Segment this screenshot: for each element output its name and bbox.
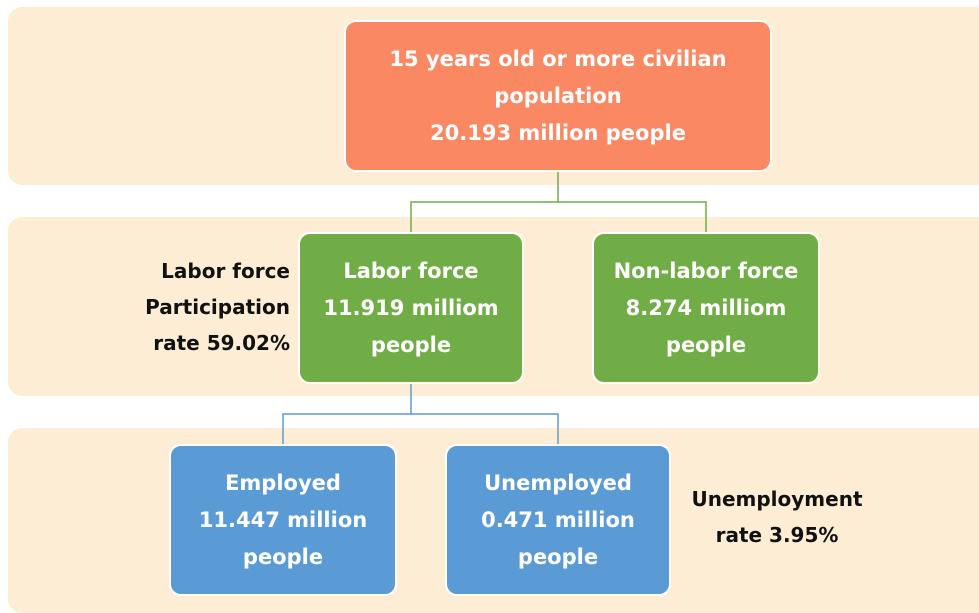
label-line: rate 59.02% <box>110 325 290 361</box>
connector-labor-to-unemployed <box>411 414 558 444</box>
participation-rate-label: Labor force Participation rate 59.02% <box>110 253 290 361</box>
box-labor-force: Labor force 11.919 milliom people <box>298 232 524 384</box>
connector-root-to-nonlabor <box>558 202 706 232</box>
label-line: rate 3.95% <box>682 517 872 553</box>
box-line: Labor force <box>343 253 478 290</box>
label-line: Unemployment <box>682 481 872 517</box>
box-line: 11.447 million <box>199 502 367 539</box>
box-line: 15 years old or more civilian <box>389 41 726 78</box>
box-line: people <box>371 327 451 364</box>
box-line: 0.471 million <box>481 502 635 539</box>
box-line: people <box>666 327 746 364</box>
box-line: Unemployed <box>484 465 632 502</box>
box-line: 8.274 milliom <box>626 290 787 327</box>
box-civilian-population: 15 years old or more civilian population… <box>344 20 772 172</box>
box-non-labor-force: Non-labor force 8.274 milliom people <box>592 232 820 384</box>
box-unemployed: Unemployed 0.471 million people <box>445 444 671 596</box>
box-line: 20.193 million people <box>430 115 686 152</box>
connector-labor-to-employed <box>283 384 411 444</box>
label-line: Labor force <box>110 253 290 289</box>
box-line: people <box>518 539 598 576</box>
box-line: 11.919 milliom <box>323 290 498 327</box>
box-line: population <box>494 78 621 115</box>
box-line: Non-labor force <box>614 253 799 290</box>
box-employed: Employed 11.447 million people <box>169 444 397 596</box>
connector-root-to-labor <box>411 172 558 232</box>
box-line: Employed <box>225 465 341 502</box>
box-line: people <box>243 539 323 576</box>
label-line: Participation <box>110 289 290 325</box>
unemployment-rate-label: Unemployment rate 3.95% <box>682 481 872 553</box>
